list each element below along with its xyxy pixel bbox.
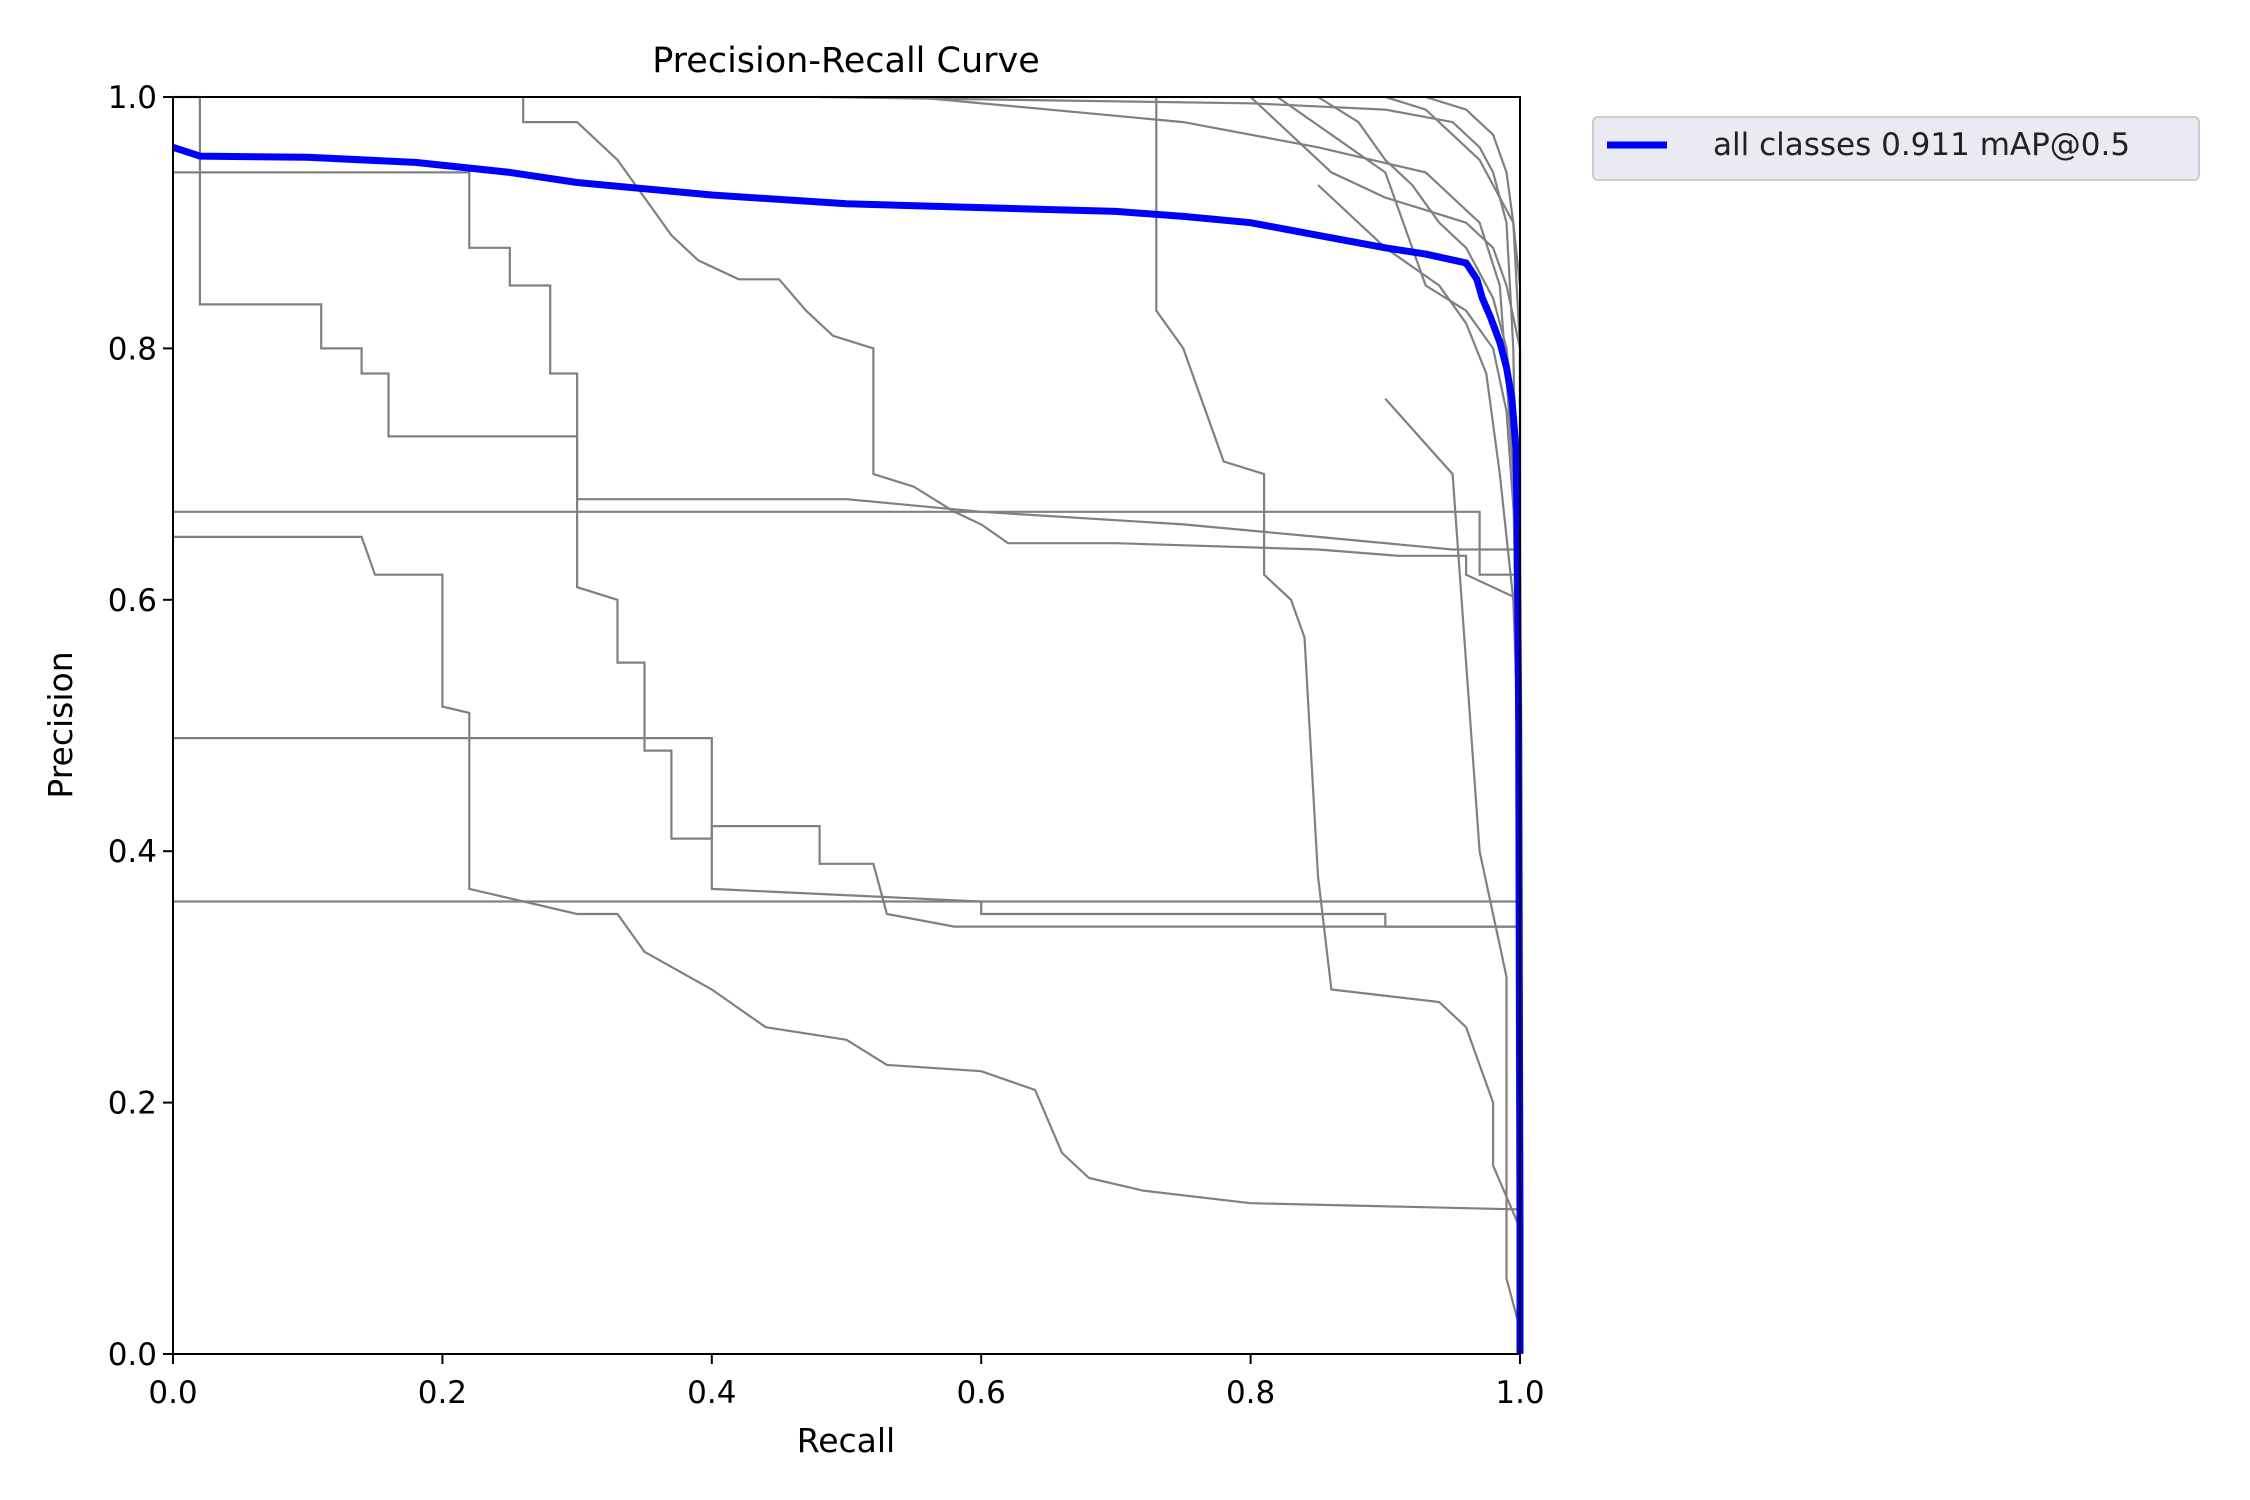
x-axis-label: Recall [797,1421,895,1460]
y-axis: 0.0 0.2 0.4 0.6 0.8 1.0 [108,80,173,1373]
y-axis-label: Precision [41,651,80,798]
y-tick-label: 0.8 [108,331,157,367]
legend-entry-label: all classes 0.911 mAP@0.5 [1713,127,2130,163]
y-tick-label: 0.0 [108,1337,157,1373]
x-tick-label: 0.4 [687,1375,736,1411]
class-curve-5 [173,95,1522,1354]
x-tick-label: 0.6 [957,1375,1006,1411]
class-curve-14 [1384,95,1522,1354]
y-tick-label: 0.4 [108,834,157,870]
x-tick-label: 0.8 [1226,1375,1275,1411]
x-tick-label: 0.2 [418,1375,467,1411]
series-line-all-classes [171,143,1524,1354]
class-curve-8 [1155,97,1522,1354]
legend-box [1592,116,2200,181]
y-tick-label: 0.6 [108,583,157,619]
class-curve-11 [1249,96,1522,1354]
main-series [171,143,1524,1354]
chart-title: Precision-Recall Curve [652,41,1040,81]
legend: all classes 0.911 mAP@0.5 [1592,116,2200,181]
x-axis: 0.0 0.2 0.4 0.6 0.8 1.0 [148,1354,1545,1411]
y-tick-label: 1.0 [108,80,157,116]
x-tick-label: 1.0 [1495,1375,1544,1411]
x-tick-label: 0.0 [148,1375,197,1411]
class-curve-4 [173,535,1522,1354]
plot-frame [172,96,1521,1355]
class-curve-6 [173,171,1522,1354]
y-tick-label: 0.2 [108,1086,157,1122]
